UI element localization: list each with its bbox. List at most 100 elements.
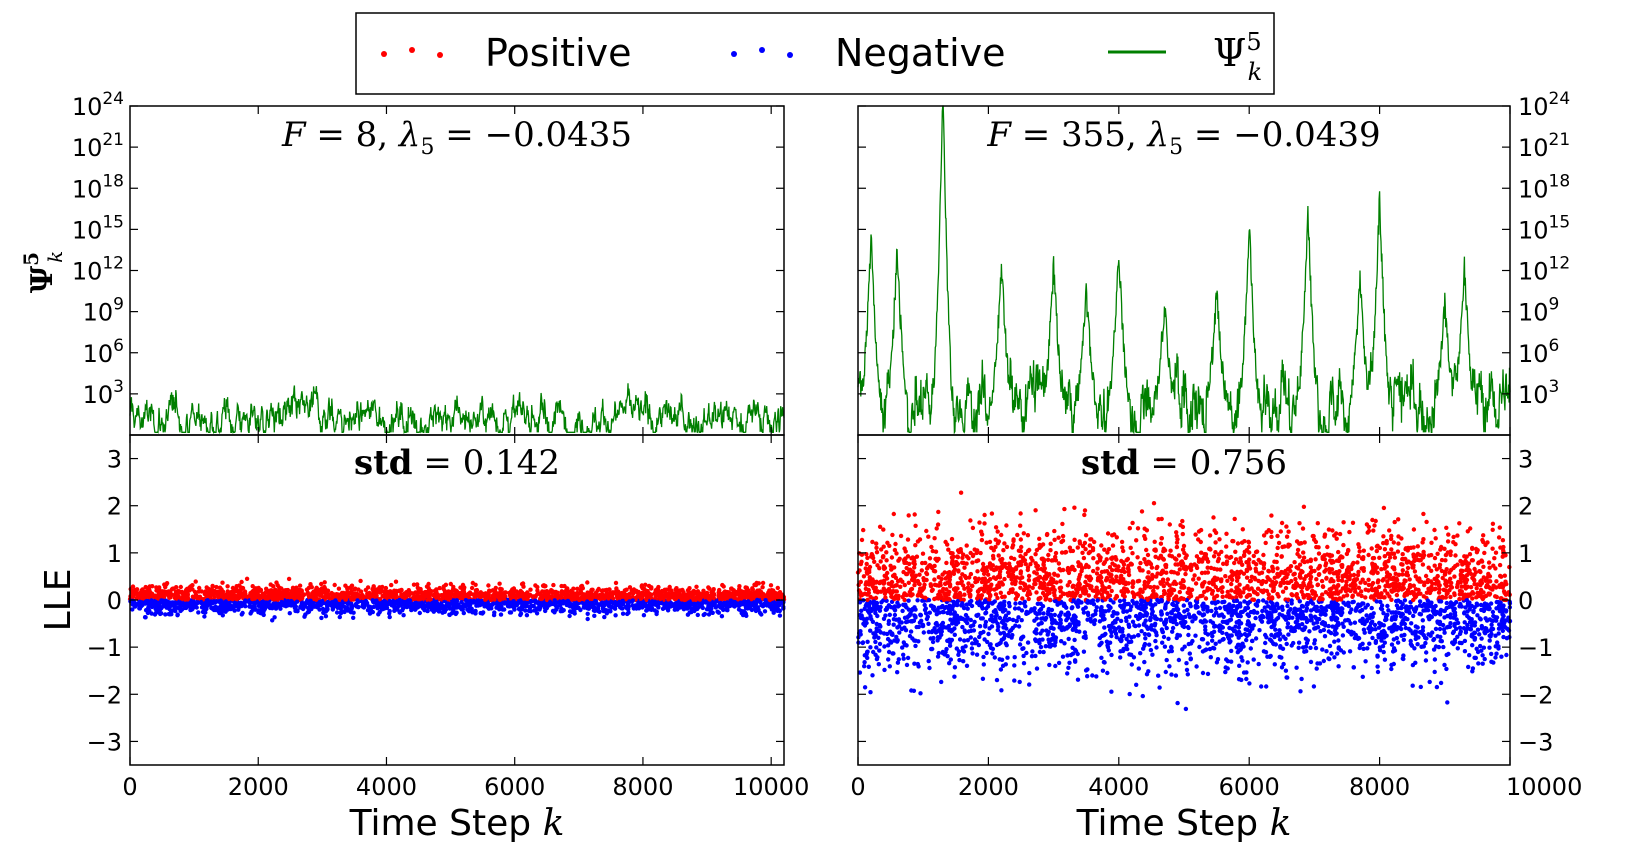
negative-lle-point [1494,618,1499,623]
negative-lle-point [1170,625,1176,631]
positive-lle-point [535,588,540,593]
negative-lle-point [1010,632,1015,638]
positive-lle-point [332,582,337,588]
positive-lle-point [1373,518,1378,524]
negative-lle-point [1027,670,1032,676]
negative-lle-point [323,614,329,619]
positive-lle-point [486,583,491,588]
negative-lle-point [1229,659,1234,664]
positive-lle-point [239,585,244,590]
negative-lle-point [640,605,645,610]
positive-lle-point [719,594,725,599]
positive-lle-point [1392,519,1397,525]
positive-lle-point [1381,534,1386,539]
negative-lle-point [753,608,759,614]
x-tick-label: 4000 [356,773,417,801]
negative-lle-point [221,602,226,607]
positive-lle-point [1234,578,1240,583]
positive-lle-point [319,581,324,587]
negative-lle-point [422,605,427,610]
positive-lle-point [1468,571,1474,576]
title-std-value: 0.142 [463,443,560,483]
positive-lle-point [613,580,619,586]
positive-lle-point [197,585,202,591]
positive-lle-point [380,594,385,599]
negative-lle-point [186,603,192,608]
negative-lle-point [538,603,544,609]
negative-lle-point [202,614,207,619]
negative-lle-point [137,604,142,609]
positive-lle-point [1083,547,1088,552]
negative-lle-point [753,600,759,605]
negative-lle-point [146,605,152,610]
positive-lle-point [574,591,579,596]
positive-lle-point [282,588,287,593]
negative-lle-point [1253,636,1259,641]
negative-lle-point [342,604,347,610]
negative-lle-point [1098,641,1104,646]
positive-lle-point [720,582,725,588]
positive-lle-point [365,594,370,599]
positive-lle-point [234,596,239,602]
y-label-psi-sup: 5 [19,252,43,266]
negative-lle-point [333,601,339,606]
negative-lle-point [685,612,691,617]
positive-lle-point [664,587,669,592]
negative-lle-point [1161,634,1167,640]
negative-lle-point [319,615,324,621]
negative-lle-point [927,610,932,615]
negative-lle-point [746,599,751,604]
positive-lle-point [511,592,516,597]
positive-lle-point [322,586,327,591]
positive-lle-point [1180,518,1185,524]
negative-lle-point [1193,633,1198,638]
positive-lle-point [358,578,363,584]
positive-lle-point [335,592,341,597]
title-lambda-sub: 5 [1169,135,1183,160]
negative-lle-point [661,601,666,607]
negative-lle-point [147,608,152,613]
negative-lle-point [176,601,181,606]
positive-lle-point [1443,581,1448,587]
positive-lle-point [193,579,198,584]
negative-lle-point [1181,603,1187,608]
negative-lle-point [960,624,965,630]
negative-lle-point [253,607,258,612]
positive-lle-point [864,561,869,567]
positive-lle-point [371,584,376,589]
positive-lle-point [230,585,236,591]
positive-lle-point [497,593,502,598]
positive-lle-point [1123,580,1128,585]
positive-lle-point [170,592,175,597]
panel-title-bottom-left: std = 0.142 [354,443,560,483]
negative-lle-point [1229,648,1234,654]
positive-lle-point [392,588,397,593]
title-f-value: 8 [356,115,378,155]
negative-lle-point [984,650,989,656]
positive-lle-point [889,555,895,560]
positive-lle-point [336,586,342,591]
positive-lle-point [866,590,871,596]
positive-lle-point [209,592,215,597]
negative-lle-point [1469,617,1474,622]
negative-lle-point [939,679,944,685]
positive-lle-point [349,583,355,588]
negative-lle-point [302,604,308,609]
positive-lle-point [420,593,425,598]
positive-lle-point [244,576,250,581]
negative-lle-point [396,603,401,609]
negative-lle-point [672,601,678,607]
negative-lle-point [612,604,617,610]
positive-lle-point [1356,585,1362,590]
negative-lle-point [1455,646,1461,651]
negative-lle-point [209,605,214,611]
negative-lle-point [287,611,292,616]
negative-lle-point [477,602,483,608]
positive-lle-point [239,579,244,585]
negative-lle-point [240,610,245,616]
positive-lle-point [1135,526,1141,531]
negative-lle-point [466,608,472,613]
negative-lle-point [974,652,980,657]
positive-lle-point [946,547,951,552]
positive-lle-point [993,525,999,530]
